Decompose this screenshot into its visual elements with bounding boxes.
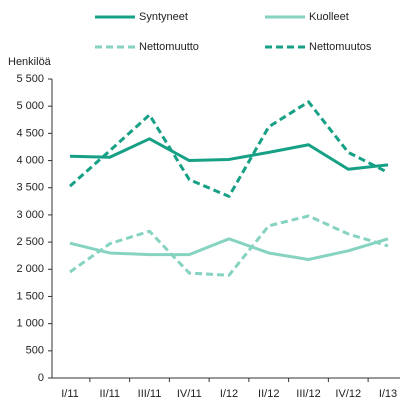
series-line bbox=[69, 237, 389, 261]
legend-label: Kuolleet bbox=[309, 11, 349, 23]
x-tick-label: I/11 bbox=[61, 388, 79, 400]
y-tick-label: 3 500 bbox=[16, 182, 44, 194]
x-tick-label: IV/12 bbox=[335, 388, 361, 400]
y-tick-label: 500 bbox=[26, 345, 44, 357]
series-line bbox=[69, 100, 389, 198]
y-tick-label: 2 500 bbox=[16, 236, 44, 248]
y-tick-label: 5 500 bbox=[16, 73, 44, 85]
y-axis-label: Henkilöä bbox=[8, 56, 52, 68]
y-tick-label: 4 500 bbox=[16, 127, 44, 139]
y-tick-label: 5 000 bbox=[16, 100, 44, 112]
legend-label: Syntyneet bbox=[139, 11, 188, 23]
series-line bbox=[69, 214, 389, 277]
y-tick-label: 4 000 bbox=[16, 154, 44, 166]
x-tick-label: I/13 bbox=[379, 388, 397, 400]
x-tick-label: III/12 bbox=[296, 388, 320, 400]
x-tick-label: II/12 bbox=[258, 388, 279, 400]
y-tick-label: 0 bbox=[38, 372, 44, 384]
y-tick-label: 1 000 bbox=[16, 318, 44, 330]
legend-label: Nettomuutto bbox=[139, 41, 199, 53]
y-tick-label: 3 000 bbox=[16, 209, 44, 221]
series-line bbox=[69, 137, 389, 171]
y-tick-label: 1 500 bbox=[16, 290, 44, 302]
x-tick-label: II/11 bbox=[99, 388, 120, 400]
y-tick-label: 2 000 bbox=[16, 263, 44, 275]
x-tick-label: IV/11 bbox=[177, 388, 202, 400]
legend-label: Nettomuutos bbox=[309, 41, 372, 53]
x-tick-label: I/12 bbox=[220, 388, 238, 400]
x-tick-label: III/11 bbox=[138, 388, 162, 400]
